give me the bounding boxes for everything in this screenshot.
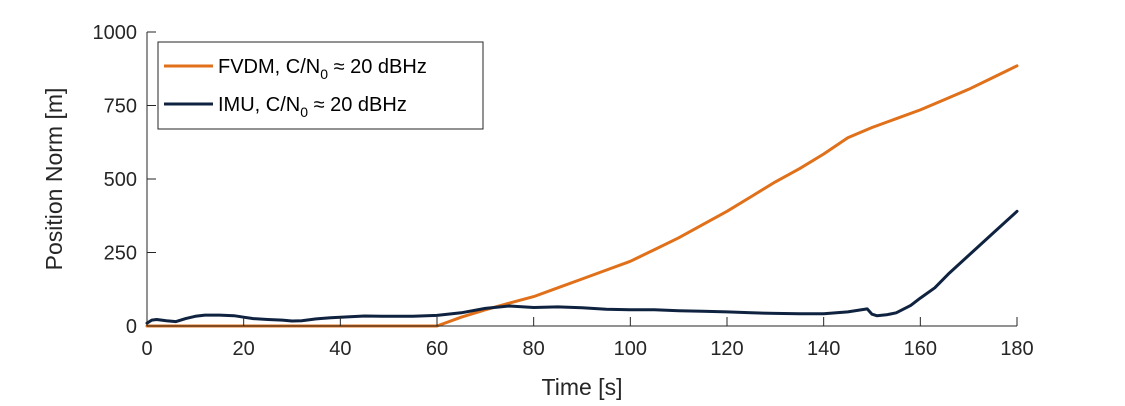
y-tick-label: 1000 bbox=[93, 22, 138, 44]
x-tick-label: 60 bbox=[426, 338, 448, 360]
x-tick-label: 40 bbox=[329, 338, 351, 360]
x-tick-label: 80 bbox=[523, 338, 545, 360]
y-tick-label: 500 bbox=[104, 169, 137, 191]
legend: FVDM, C/N0 ≈ 20 dBHz IMU, C/N0 ≈ 20 dBHz bbox=[157, 41, 484, 130]
y-tick-label: 0 bbox=[126, 316, 137, 338]
x-tick-label: 20 bbox=[233, 338, 255, 360]
x-tick-label: 180 bbox=[1000, 338, 1033, 360]
y-axis-label: Position Norm [m] bbox=[41, 88, 67, 271]
legend-box bbox=[157, 41, 484, 130]
x-tick-label: 0 bbox=[141, 338, 152, 360]
legend-label-1: IMU, C/N0 ≈ 20 dBHz bbox=[218, 94, 407, 120]
x-axis-label: Time [s] bbox=[542, 374, 623, 400]
tick-layer: 0 20 40 60 80 100 120 140 160 180 0 250 500 750 1000 bbox=[93, 22, 1034, 360]
series-layer bbox=[145, 64, 1019, 328]
legend-label-0: FVDM, C/N0 ≈ 20 dBHz bbox=[218, 56, 427, 82]
x-tick-label: 160 bbox=[904, 338, 937, 360]
y-tick-label: 250 bbox=[104, 243, 137, 265]
series-line-1 bbox=[145, 209, 1019, 325]
x-tick-label: 140 bbox=[807, 338, 840, 360]
y-tick-label: 750 bbox=[104, 96, 137, 118]
x-tick-label: 120 bbox=[710, 338, 743, 360]
series-line-0 bbox=[145, 64, 1019, 328]
x-tick-label: 100 bbox=[614, 338, 647, 360]
